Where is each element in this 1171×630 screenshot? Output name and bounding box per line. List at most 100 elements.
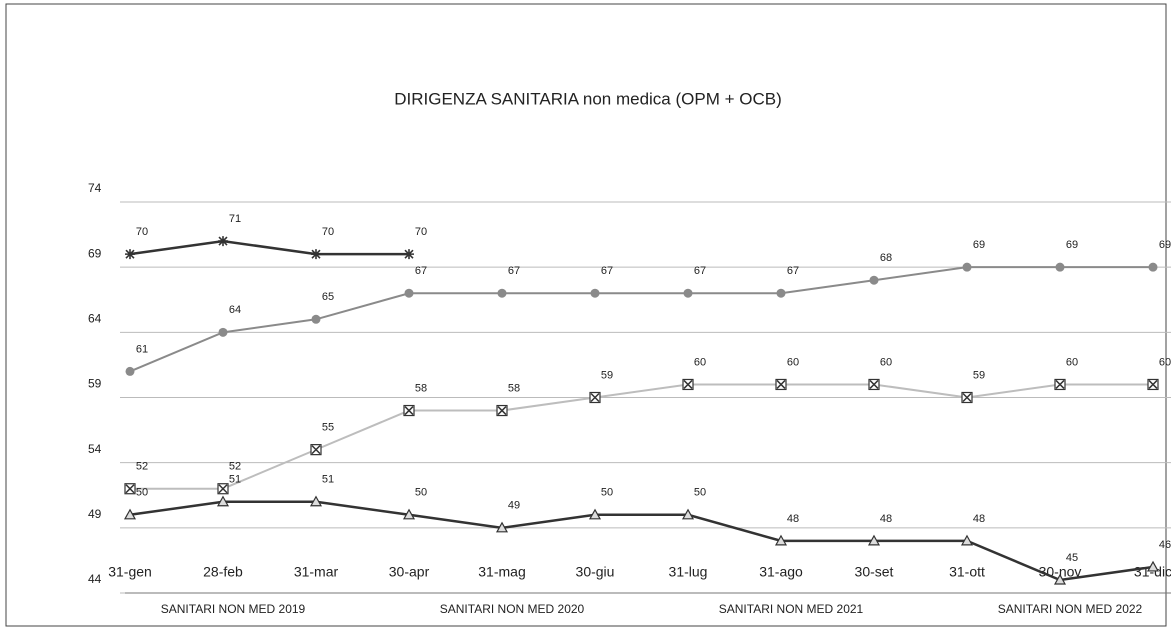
data-label: 70 (322, 226, 334, 238)
data-label: 50 (136, 487, 148, 499)
point (774, 534, 788, 546)
x-tick-label: 30-set (855, 564, 894, 580)
point (1147, 378, 1159, 391)
legend-label: SANITARI NON MED 2021 (719, 602, 864, 616)
point (775, 378, 787, 391)
x-tick-label: 28-feb (203, 564, 243, 580)
data-label: 60 (787, 356, 799, 368)
y-tick-label: 74 (88, 181, 102, 195)
data-label: 69 (1066, 239, 1078, 251)
y-tick-label: 64 (88, 312, 102, 326)
point (1148, 262, 1158, 272)
legend-label: SANITARI NON MED 2019 (161, 602, 306, 616)
data-label: 70 (136, 226, 148, 238)
data-label: 50 (415, 487, 427, 499)
point (310, 444, 322, 456)
point (681, 508, 695, 520)
data-label: 59 (973, 369, 985, 381)
point (960, 534, 974, 546)
point (218, 327, 228, 337)
point (124, 483, 136, 495)
y-tick-label: 44 (88, 572, 102, 586)
data-label: 61 (136, 343, 148, 355)
data-label: 50 (601, 487, 613, 499)
data-label: 69 (1159, 239, 1171, 251)
point (497, 288, 507, 298)
data-label: 65 (322, 291, 334, 303)
point-cross (869, 379, 879, 389)
x-tick-label: 31-ott (949, 564, 985, 580)
data-label: 60 (880, 356, 892, 368)
y-tick-label: 59 (88, 377, 102, 391)
point (496, 404, 508, 417)
data-label: 60 (1066, 356, 1078, 368)
x-tick-label: 31-ago (759, 564, 803, 580)
data-label: 67 (415, 265, 427, 277)
point (1053, 573, 1067, 585)
data-label: 67 (601, 265, 613, 277)
point (588, 508, 602, 520)
data-label: 48 (880, 513, 892, 525)
x-tick-label: 30-apr (389, 564, 430, 580)
point (869, 275, 879, 285)
point-cross (962, 392, 972, 403)
point (683, 288, 693, 298)
point-cross (218, 484, 228, 494)
data-label: 70 (415, 226, 427, 238)
point (123, 508, 137, 520)
point (311, 249, 321, 260)
data-label: 52 (229, 461, 241, 473)
data-label: 45 (1066, 552, 1078, 564)
point (1146, 560, 1160, 572)
data-label: 52 (136, 461, 148, 473)
legend-label: SANITARI NON MED 2022 (998, 602, 1143, 616)
point-cross (683, 379, 693, 389)
point (1055, 262, 1065, 272)
x-tick-label: 31-lug (669, 564, 708, 580)
x-tick-label: 31-gen (108, 564, 152, 580)
data-label: 48 (973, 513, 985, 525)
point (867, 534, 881, 546)
data-label: 50 (694, 487, 706, 499)
data-label: 48 (787, 513, 799, 525)
point (776, 288, 786, 298)
data-label: 67 (508, 265, 520, 277)
data-label: 69 (973, 239, 985, 251)
point-cross (125, 484, 135, 494)
data-label: 58 (508, 382, 520, 394)
series-line (129, 500, 1154, 582)
point (217, 483, 229, 495)
data-label: 64 (229, 304, 241, 316)
point (404, 288, 414, 298)
data-label: 60 (1159, 356, 1171, 368)
y-tick-label: 54 (88, 442, 102, 456)
point (495, 521, 509, 533)
point (868, 378, 880, 391)
point (125, 366, 135, 376)
point (125, 249, 135, 260)
point-cross (1055, 379, 1065, 389)
point (216, 495, 230, 507)
point (403, 404, 415, 417)
x-tick-label: 31-mar (294, 564, 339, 580)
x-tick-label: 31-mag (478, 564, 525, 580)
y-tick-label: 69 (88, 246, 102, 260)
data-label: 68 (880, 252, 892, 264)
point (961, 391, 973, 404)
point-cross (311, 445, 321, 455)
y-tick-label: 49 (88, 507, 102, 521)
point (404, 249, 414, 260)
point (311, 314, 321, 324)
point (218, 236, 228, 247)
point (590, 288, 600, 298)
data-label: 67 (694, 265, 706, 277)
point-cross (497, 406, 507, 416)
data-label: 60 (694, 356, 706, 368)
point (962, 262, 972, 272)
point (309, 495, 323, 507)
data-label: 55 (322, 422, 334, 434)
series-line (129, 266, 1153, 373)
x-tick-label: 30-giu (576, 564, 615, 580)
point-cross (404, 406, 414, 416)
